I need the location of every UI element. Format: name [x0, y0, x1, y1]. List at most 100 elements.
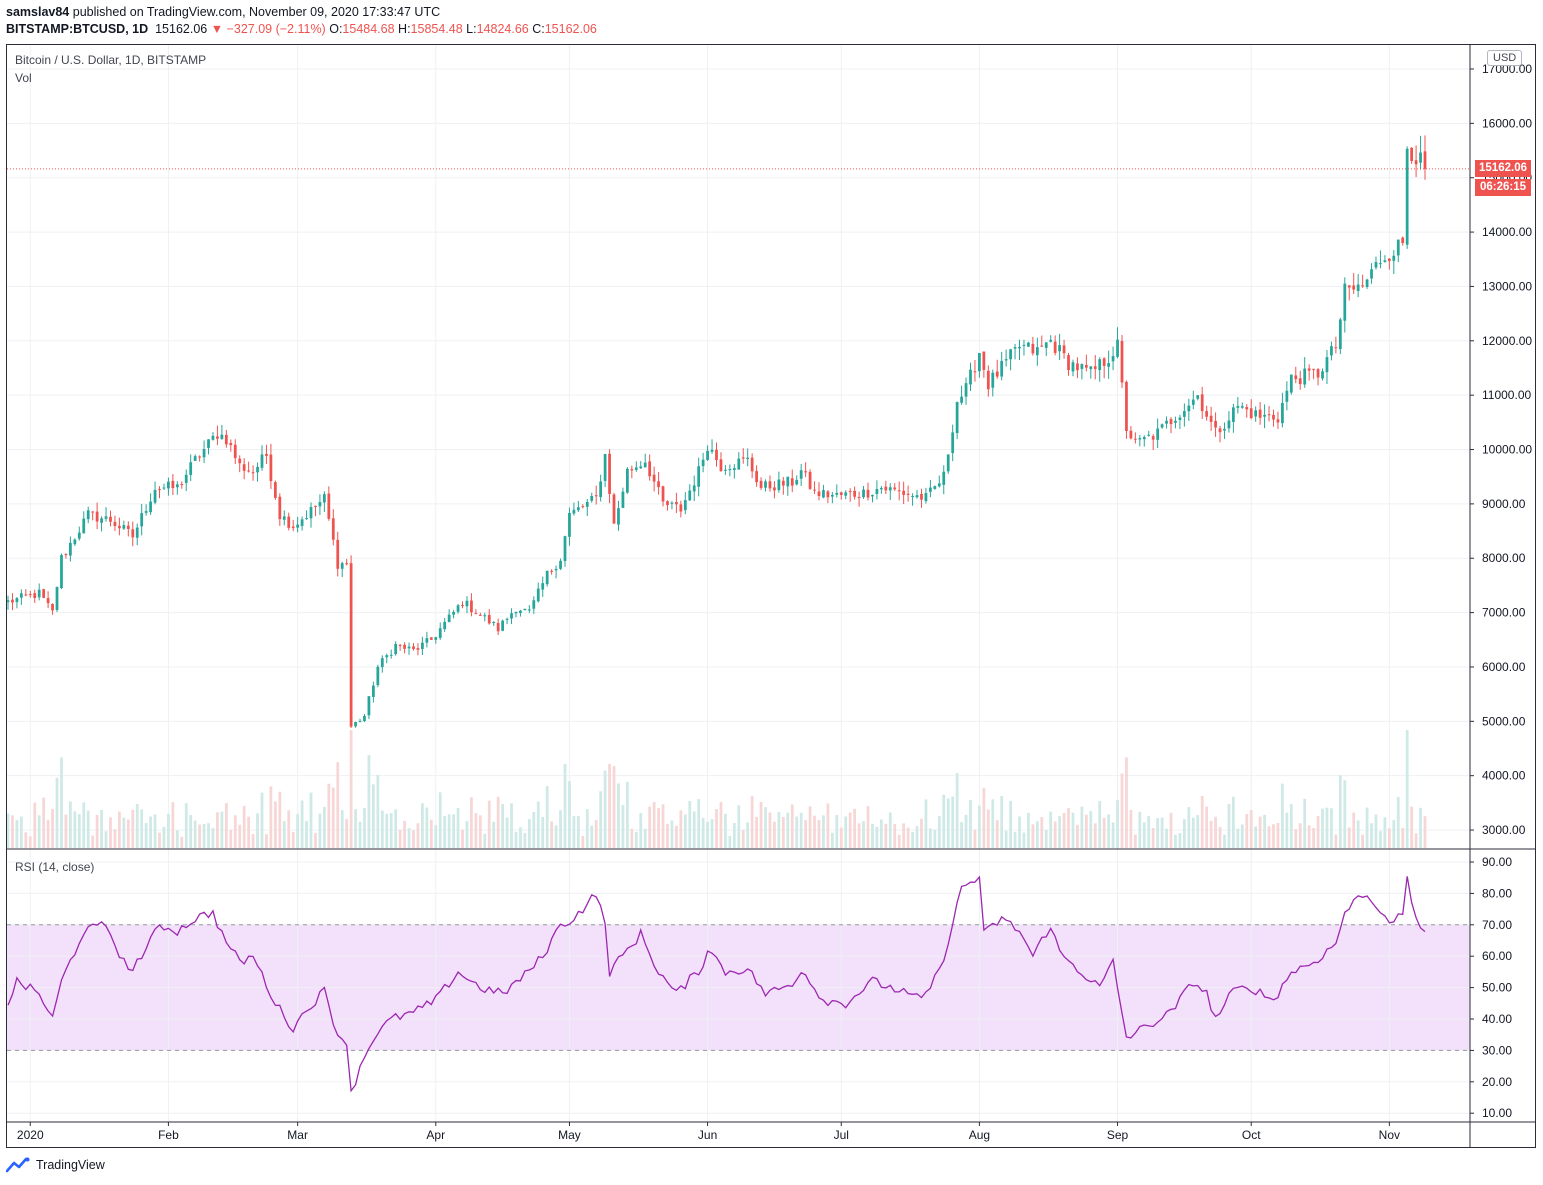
volume-bar	[1178, 833, 1182, 848]
candle-body	[808, 471, 812, 489]
volume-bar	[416, 823, 420, 848]
volume-bar	[679, 810, 683, 848]
volume-bar	[11, 815, 14, 848]
candle-body	[701, 459, 705, 467]
candle-body	[1285, 390, 1289, 402]
volume-bar	[1245, 814, 1249, 848]
time-axis-label: Feb	[158, 1128, 179, 1142]
candle-body	[1018, 346, 1021, 349]
volume-bar	[322, 806, 326, 848]
candle-body	[421, 642, 424, 649]
candle-body	[1125, 381, 1128, 432]
candle-body	[1080, 364, 1084, 369]
candle-body	[951, 432, 955, 454]
candle-body	[470, 600, 473, 613]
candle-body	[24, 594, 28, 596]
volume-legend[interactable]: Vol	[15, 71, 32, 85]
rsi-legend[interactable]: RSI (14, close)	[15, 860, 95, 874]
volume-bar	[519, 827, 522, 848]
volume-bar	[657, 808, 660, 848]
candle-body	[643, 462, 647, 468]
volume-bar	[331, 787, 335, 848]
volume-bar	[1174, 834, 1177, 848]
volume-bar	[1027, 812, 1030, 848]
volume-bar	[1093, 823, 1097, 848]
candle-body	[140, 513, 144, 527]
candle-body	[51, 603, 54, 611]
candle-body	[82, 518, 86, 534]
volume-bar	[33, 802, 37, 848]
down-arrow-icon: ▼	[210, 22, 224, 36]
rsi-axis-label: 70.00	[1482, 918, 1512, 932]
candle-body	[732, 468, 736, 470]
candle-body	[746, 457, 750, 460]
volume-bar	[599, 791, 603, 848]
candle-body	[1040, 345, 1044, 347]
volume-bar	[153, 814, 157, 848]
candle-body	[1347, 285, 1351, 288]
volume-bar	[572, 816, 576, 848]
candle-body	[487, 614, 491, 624]
candle-body	[929, 487, 932, 492]
candle-body	[1062, 345, 1066, 354]
volume-bar	[131, 809, 135, 848]
volume-bar	[1031, 824, 1035, 848]
volume-bar	[273, 801, 277, 848]
candle-body	[1093, 366, 1097, 369]
candle-body	[327, 493, 331, 519]
volume-bar	[1182, 819, 1186, 848]
volume-bar	[77, 813, 81, 848]
candle-body	[866, 489, 870, 498]
volume-bar	[1343, 780, 1347, 848]
volume-bar	[741, 829, 745, 848]
volume-bar	[951, 796, 955, 848]
volume-bar	[238, 824, 242, 848]
volume-bar	[162, 826, 166, 848]
candle-body	[158, 489, 161, 491]
candle-body	[955, 402, 959, 434]
volume-bar	[541, 816, 545, 848]
volume-bar	[247, 816, 251, 848]
volume-bar	[180, 836, 184, 848]
volume-bar	[496, 796, 500, 848]
candle-body	[1267, 414, 1271, 416]
candle-body	[144, 511, 148, 513]
volume-bar	[167, 813, 170, 848]
candle-body	[1312, 368, 1315, 370]
volume-bar	[242, 805, 246, 848]
volume-bar	[675, 825, 678, 848]
volume-bar	[318, 813, 322, 848]
candle-body	[1325, 357, 1329, 373]
volume-bar	[1040, 817, 1044, 848]
volume-bar	[1205, 806, 1209, 848]
candle-body	[603, 454, 607, 481]
volume-bar	[1294, 829, 1298, 848]
volume-bar	[871, 823, 874, 848]
main-legend[interactable]: Bitcoin / U.S. Dollar, 1D, BITSTAMP	[15, 53, 207, 67]
volume-bar	[634, 831, 638, 848]
candle-body	[372, 685, 375, 697]
candle-body	[608, 453, 611, 494]
volume-bar	[652, 802, 656, 848]
author-name[interactable]: samslav84	[6, 5, 70, 19]
footer-brand[interactable]: TradingView	[6, 1157, 105, 1173]
volume-bar	[1289, 804, 1293, 848]
volume-bar	[1009, 800, 1012, 848]
volume-bar	[15, 819, 19, 848]
open-value: 15484.68	[342, 22, 395, 36]
candle-body	[1365, 279, 1369, 287]
rsi-axis-label: 50.00	[1482, 981, 1512, 995]
candle-body	[1410, 147, 1414, 161]
currency-button[interactable]: USD	[1487, 50, 1523, 66]
volume-bar	[773, 821, 776, 848]
candle-body	[1396, 239, 1400, 256]
candle-body	[1151, 436, 1155, 440]
candle-body	[879, 488, 883, 490]
candle-body	[1249, 408, 1253, 419]
time-axis-label: Aug	[969, 1128, 990, 1142]
volume-bar	[639, 813, 643, 848]
volume-bar	[666, 823, 669, 848]
volume-bar	[505, 817, 509, 848]
candle-body	[839, 492, 843, 495]
